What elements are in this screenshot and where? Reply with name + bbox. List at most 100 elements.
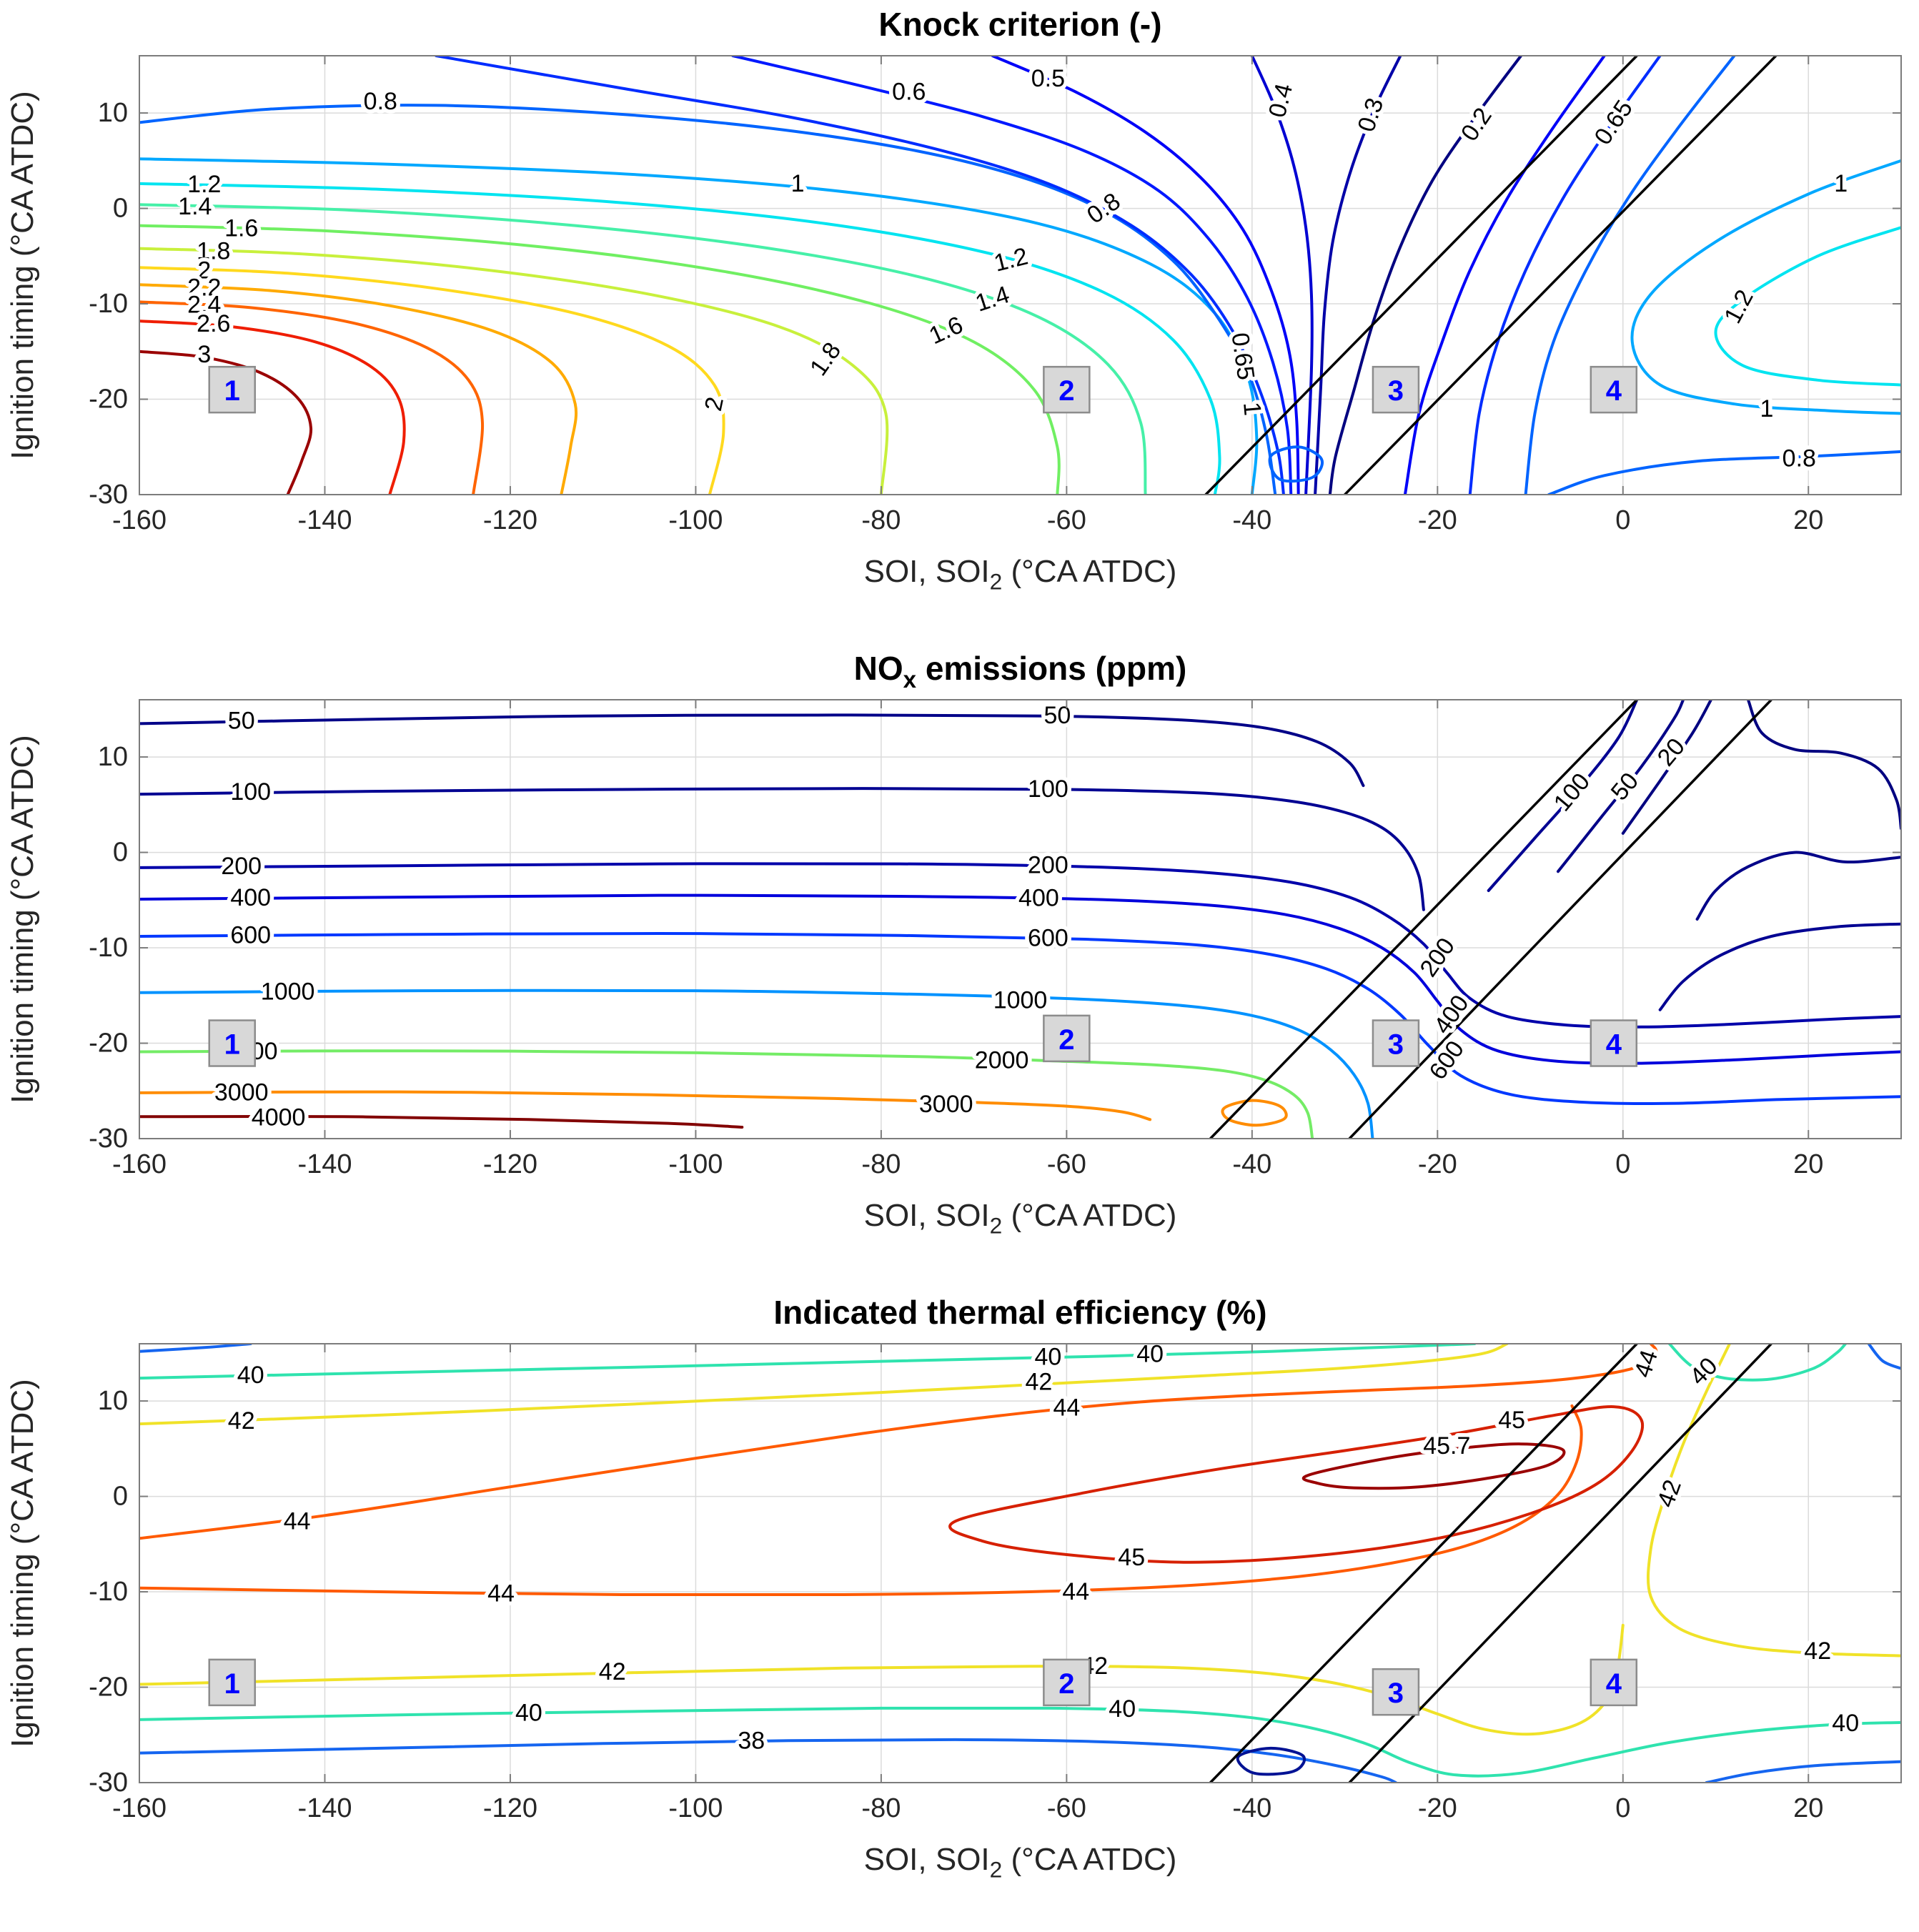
contour-plot-svg: 0.8 0.6 0.510.81.21.41.61.822.22.42.631.21… xyxy=(5,6,1902,595)
contour-label: 0.2 xyxy=(1456,103,1497,146)
y-tick-label: 0 xyxy=(113,194,128,224)
region-marker-box xyxy=(208,365,256,414)
contour-label: 2000 xyxy=(975,1047,1029,1074)
contour-line-3000 xyxy=(139,1090,1152,1121)
contour-label: 0.4 xyxy=(1264,81,1298,120)
contour-label: 45.7 xyxy=(1423,1432,1470,1460)
x-tick-label: -20 xyxy=(1418,505,1457,535)
contour-line-1 xyxy=(1630,159,1901,415)
contour-line-1.4 xyxy=(139,203,1147,495)
contour-line-37 xyxy=(1236,1746,1306,1776)
x-tick-label: 0 xyxy=(1615,505,1630,535)
contour-label: 1.2 xyxy=(187,171,221,198)
contour-label: 2 xyxy=(700,395,729,413)
region-marker-number: 4 xyxy=(1606,1668,1622,1700)
contour-line-38 xyxy=(1867,1344,1901,1370)
contour-line-0.5 xyxy=(1403,56,1606,495)
contour-label: 40 xyxy=(1136,1341,1164,1368)
contour-line-42 xyxy=(1646,1344,1901,1658)
region-marker-number: 1 xyxy=(224,1029,240,1061)
x-tick-label: -160 xyxy=(112,1793,167,1823)
contour-line-1.2 xyxy=(1714,226,1901,387)
contour-label: 40 xyxy=(515,1700,542,1727)
contour-label: 0.8 xyxy=(364,88,397,115)
axes-box xyxy=(139,1343,1902,1783)
reference-line xyxy=(1209,1344,1638,1783)
region-marker-box xyxy=(1372,1019,1420,1067)
contour-label: 2.2 xyxy=(187,274,221,301)
reference-line xyxy=(1348,1344,1773,1783)
contour-label: 1 xyxy=(791,170,805,197)
contour-line-0.8 xyxy=(1547,450,1901,495)
x-tick-label: -40 xyxy=(1232,1149,1271,1179)
region-marker-4: 4 xyxy=(1590,365,1638,414)
contour-label: 20 xyxy=(1652,733,1690,771)
contour-label: 3 xyxy=(197,341,211,368)
contour-line-38 xyxy=(139,1738,1397,1783)
contour-line-100 xyxy=(139,787,1425,911)
x-axis-label: SOI, SOI2 (°CA ATDC) xyxy=(864,1198,1177,1239)
contour-line-0.2 xyxy=(1328,56,1523,495)
contour-label: 44 xyxy=(1629,1347,1663,1381)
contour-label: 0.6 xyxy=(892,79,926,106)
contour-line-0.6 xyxy=(731,56,1293,495)
contour-line-20 xyxy=(1746,700,1901,831)
contour-line-38 xyxy=(1705,1760,1901,1783)
x-tick-label: -140 xyxy=(297,1793,352,1823)
reference-line xyxy=(1343,56,1777,495)
contour-label: 40 xyxy=(1034,1344,1061,1371)
contour-label: 40 xyxy=(1685,1352,1723,1391)
chart-title: Indicated thermal efficiency (%) xyxy=(773,1294,1266,1331)
contour-label: 38 xyxy=(738,1727,765,1754)
reference-line xyxy=(1209,700,1638,1139)
y-tick-label: -10 xyxy=(89,289,128,319)
contour-line-38 xyxy=(139,1344,252,1353)
contour-line-2.2 xyxy=(139,283,578,495)
contour-label: 50 xyxy=(228,707,255,734)
x-tick-label: 0 xyxy=(1615,1149,1630,1179)
x-tick-label: -100 xyxy=(668,1793,723,1823)
y-tick-label: -30 xyxy=(89,1768,128,1798)
y-tick-label: -10 xyxy=(89,1577,128,1607)
contour-line-400 xyxy=(139,893,1901,1065)
contour-label: 42 xyxy=(1804,1638,1831,1665)
contour-label: 100 xyxy=(1028,776,1068,803)
contour-line-0.3 xyxy=(1314,56,1402,495)
region-marker-1: 1 xyxy=(208,1658,256,1707)
y-tick-label: -10 xyxy=(89,933,128,963)
contour-line-50 xyxy=(1557,700,1685,873)
x-tick-label: -60 xyxy=(1047,1149,1086,1179)
region-marker-box xyxy=(208,1658,256,1707)
contour-label: 2.6 xyxy=(197,310,230,337)
region-marker-box xyxy=(1043,365,1091,414)
x-tick-label: -100 xyxy=(668,1149,723,1179)
contour-label: 1.8 xyxy=(197,238,230,265)
contour-layer xyxy=(139,700,1901,1139)
contour-line-20 xyxy=(1621,700,1712,835)
x-axis-label: SOI, SOI2 (°CA ATDC) xyxy=(864,1842,1177,1883)
x-tick-label: 0 xyxy=(1615,1793,1630,1823)
region-marker-box xyxy=(208,1019,256,1067)
contour-label: 1.6 xyxy=(224,215,258,242)
contour-line-0.8 xyxy=(139,104,1277,495)
region-marker-number: 1 xyxy=(224,375,240,407)
contour-label: 44 xyxy=(1062,1578,1089,1605)
x-tick-label: -120 xyxy=(483,1793,537,1823)
contour-line-100 xyxy=(1487,700,1639,892)
region-marker-4: 4 xyxy=(1590,1658,1638,1707)
contour-label: 400 xyxy=(1018,885,1059,912)
contour-label: 44 xyxy=(1053,1394,1080,1421)
contour-layer xyxy=(139,1344,1901,1783)
knock-criterion-chart: 0.8 0.6 0.5 1 0.8 1.2 1.4 1.6 1.8 2 2.2 2.4 2.6 3 1.2 1… xyxy=(0,0,1919,644)
region-marker-number: 4 xyxy=(1606,375,1622,407)
region-marker-number: 3 xyxy=(1388,375,1404,407)
contour-label: 44 xyxy=(284,1507,311,1535)
contour-line-3000 xyxy=(1221,1099,1288,1127)
x-tick-label: 20 xyxy=(1793,1149,1823,1179)
y-axis-label: Ignition timing (°CA ATDC) xyxy=(5,1379,40,1748)
x-tick-label: -120 xyxy=(483,505,537,535)
contour-label: 40 xyxy=(237,1362,264,1389)
y-tick-label: 0 xyxy=(113,1482,128,1512)
